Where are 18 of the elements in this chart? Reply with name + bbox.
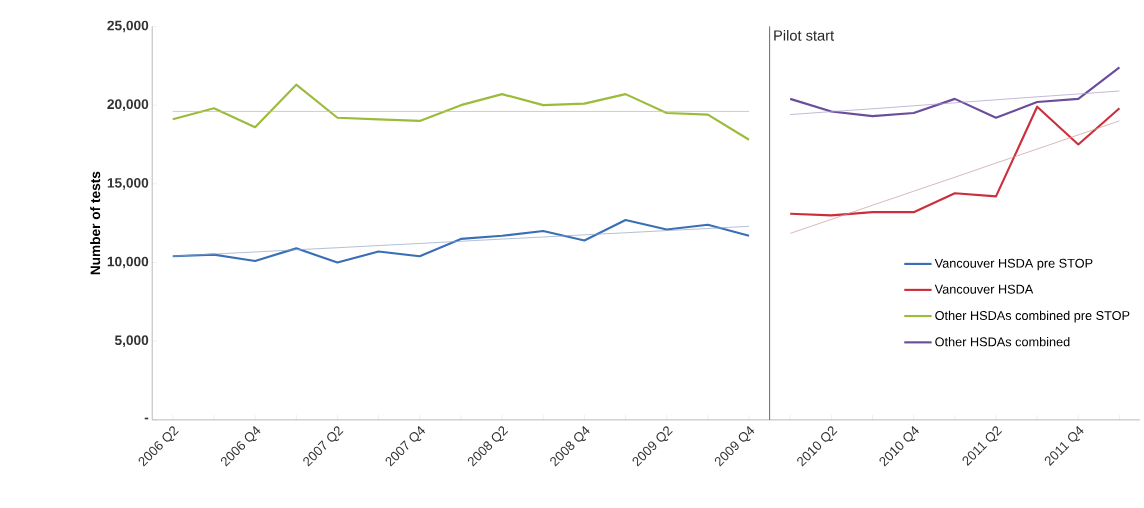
y-tick-label: - xyxy=(144,417,149,420)
y-tick-label: 25,000 xyxy=(107,20,149,33)
annotation: Pilot start xyxy=(774,29,835,41)
legend-label: Other HSDAs combined xyxy=(935,336,1070,347)
y-axis-title: Number of tests xyxy=(90,171,101,275)
y-tick-label: 10,000 xyxy=(107,256,149,269)
line-series xyxy=(171,83,751,141)
line-series xyxy=(789,105,1121,217)
line-series xyxy=(171,218,751,264)
y-tick-label: 5,000 xyxy=(114,335,149,347)
legend-label: Vancouver HSDA pre STOP xyxy=(934,258,1093,271)
legend-label: Other HSDAs combined pre STOP xyxy=(935,310,1130,323)
line-series xyxy=(789,66,1121,119)
y-tick-label: 15,000 xyxy=(107,177,149,190)
line-series xyxy=(789,120,1120,234)
legend-label: Vancouver HSDA xyxy=(934,284,1034,294)
line-series xyxy=(789,90,1120,115)
y-tick-label: 20,000 xyxy=(107,99,149,111)
